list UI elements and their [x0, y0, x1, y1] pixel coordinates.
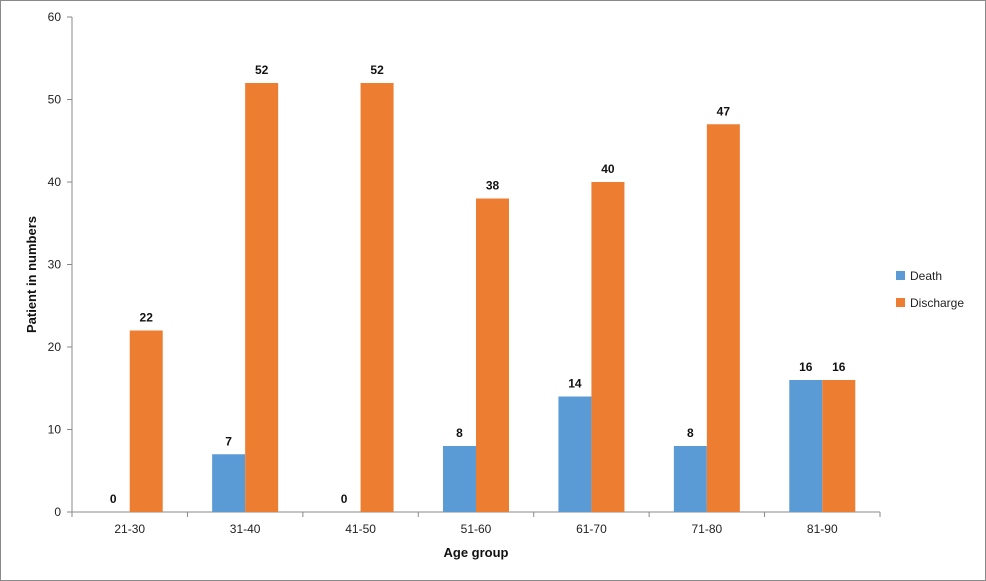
- y-axis-title: Patient in numbers: [24, 216, 39, 333]
- data-label-death: 14: [568, 377, 582, 391]
- legend-label-death: Death: [910, 269, 942, 283]
- y-tick-label: 40: [48, 175, 62, 189]
- x-tick-label: 81-90: [807, 522, 838, 536]
- bar-discharge-71-80: [706, 124, 740, 512]
- x-ticks: 21-30 31-40 41-50 51-60 61-70 71-80 81-90: [71, 512, 881, 536]
- bar-death-81-90: [789, 380, 823, 512]
- data-label-discharge: 40: [601, 162, 615, 176]
- bar-discharge-61-70: [591, 182, 625, 512]
- y-tick-label: 50: [48, 93, 62, 107]
- data-label-death: 8: [687, 426, 694, 440]
- x-tick-label: 51-60: [461, 522, 492, 536]
- data-labels: 0 22 7 52 0 52 8 38 14 40 8 47 16 16: [110, 63, 846, 506]
- x-axis-title: Age group: [444, 545, 509, 560]
- bar-death-51-60: [443, 446, 476, 512]
- x-tick-label: 71-80: [692, 522, 723, 536]
- bar-discharge-31-40: [245, 83, 279, 512]
- bar-death-31-40: [212, 454, 246, 512]
- data-label-death: 0: [110, 492, 117, 506]
- y-tick-label: 20: [48, 340, 62, 354]
- x-tick-label: 21-30: [114, 522, 145, 536]
- bars: [129, 83, 856, 512]
- legend-label-discharge: Discharge: [910, 296, 964, 310]
- y-tick-label: 60: [48, 10, 62, 24]
- data-label-death: 8: [456, 426, 463, 440]
- bar-discharge-21-30: [129, 330, 163, 512]
- y-tick-label: 10: [48, 423, 62, 437]
- y-ticks: 0 10 20 30 40 50 60: [48, 10, 72, 519]
- data-label-death: 7: [225, 434, 232, 448]
- bar-death-71-80: [673, 446, 707, 512]
- y-tick-label: 30: [48, 258, 62, 272]
- y-tick-label: 0: [54, 505, 61, 519]
- data-label-discharge: 47: [717, 104, 731, 118]
- bar-discharge-51-60: [476, 198, 509, 512]
- data-label-discharge: 52: [255, 63, 269, 77]
- bar-death-61-70: [558, 396, 592, 512]
- x-tick-label: 61-70: [576, 522, 607, 536]
- data-label-discharge: 52: [370, 63, 384, 77]
- bar-discharge-81-90: [822, 380, 856, 512]
- bar-discharge-41-50: [360, 83, 394, 512]
- data-label-discharge: 38: [486, 179, 500, 193]
- data-label-death: 16: [799, 360, 813, 374]
- x-tick-label: 31-40: [230, 522, 261, 536]
- legend-swatch-discharge: [896, 298, 905, 307]
- legend: Death Discharge: [896, 269, 964, 310]
- data-label-discharge: 16: [832, 360, 846, 374]
- x-tick-label: 41-50: [345, 522, 376, 536]
- data-label-death: 0: [341, 492, 348, 506]
- legend-swatch-death: [896, 271, 905, 280]
- data-label-discharge: 22: [140, 311, 154, 325]
